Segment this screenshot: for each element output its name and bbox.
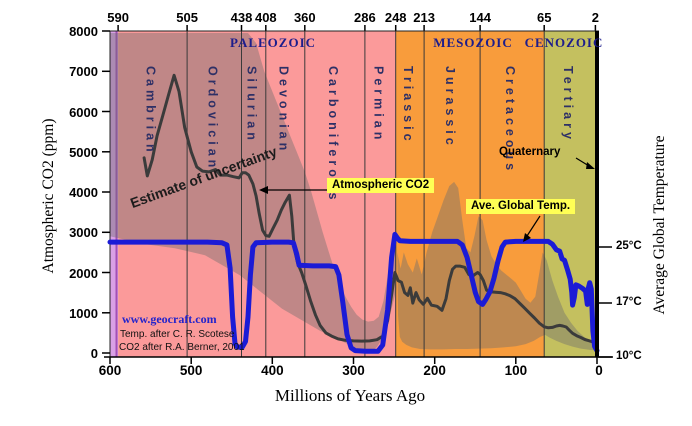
top-axis-tick-label: 213: [413, 10, 435, 25]
top-axis-tick-label: 144: [469, 10, 491, 25]
left-axis-tick-label: 4000: [69, 185, 98, 200]
left-axis-tick-label: 7000: [69, 64, 98, 80]
period-label-devonian: Devonian: [276, 66, 291, 155]
left-axis-tick-label: 8000: [69, 24, 98, 39]
left-axis-tick-label: 5000: [69, 144, 98, 160]
co2-series-label: Atmospheric CO2: [327, 178, 435, 193]
bottom-axis-tick-label: 0: [595, 363, 603, 378]
right-axis-tick-label: 17°C: [616, 296, 642, 308]
top-axis-tick-label: 2: [591, 10, 599, 25]
top-axis-tick-label: 286: [354, 10, 376, 25]
left-axis-title: Atmospheric CO2 (ppm): [40, 118, 57, 274]
bottom-axis-tick-label: 600: [98, 363, 122, 378]
period-label-permian: Permian: [371, 66, 386, 144]
temperature-series-label: Ave. Global Temp.: [466, 199, 576, 214]
left-axis-tick-label: 2000: [69, 265, 98, 281]
era-label-cenozoic: CENOZOIC: [524, 35, 604, 50]
left-axis-tick-label: 1000: [69, 305, 98, 321]
co2-credit-text: CO2 after R.A. Berner, 2001: [119, 342, 245, 353]
period-label-triassic: Triassic: [400, 66, 415, 145]
x-axis-title: Millions of Years Ago: [274, 386, 426, 405]
bottom-axis-tick-label: 200: [423, 363, 446, 378]
bottom-axis-tick-label: 300: [342, 363, 365, 378]
period-label-ordovician: Ordovician: [205, 66, 220, 172]
era-label-paleozoic: PALEOZOIC: [229, 35, 317, 50]
period-label-cretaceous: Cretaceous: [503, 66, 518, 175]
right-axis-tick-label: 10°C: [616, 350, 642, 362]
era-label-mesozoic: MESOZOIC: [433, 35, 513, 50]
right-axis-title: Average Global Temperature: [651, 135, 668, 315]
bottom-axis-tick-label: 400: [261, 363, 284, 378]
bottom-axis-tick-label: 500: [179, 363, 203, 378]
period-label-carboniferous: Carboniferous: [325, 66, 340, 204]
top-axis-tick-label: 438: [230, 10, 253, 25]
top-axis-tick-label: 248: [384, 10, 407, 25]
period-label-jurassic: Jurassic: [443, 66, 458, 149]
top-axis-tick-label: 360: [293, 10, 316, 25]
geocraft-link[interactable]: www.geocraft.com: [122, 312, 217, 326]
left-axis-tick-label: 0: [90, 346, 98, 361]
top-axis-tick-label: 505: [176, 10, 198, 25]
temperature-credit-text: Temp. after C. R. Scotese: [120, 329, 235, 340]
bottom-axis-tick-label: 100: [504, 363, 528, 378]
top-axis-tick-label: 408: [254, 10, 277, 25]
left-axis-tick-label: 6000: [69, 104, 98, 120]
top-axis-tick-label: 65: [537, 10, 552, 25]
left-axis-tick-label: 3000: [69, 225, 98, 241]
right-axis-tick-label: 25°C: [616, 240, 642, 252]
period-label-silurian: Silurian: [244, 66, 259, 144]
period-label-tertiary: Tertiary: [560, 66, 575, 143]
quaternary-period-label: Quaternary: [499, 146, 561, 158]
period-label-cambrian: Cambrian: [143, 66, 158, 156]
top-axis-tick-label: 590: [107, 10, 129, 25]
